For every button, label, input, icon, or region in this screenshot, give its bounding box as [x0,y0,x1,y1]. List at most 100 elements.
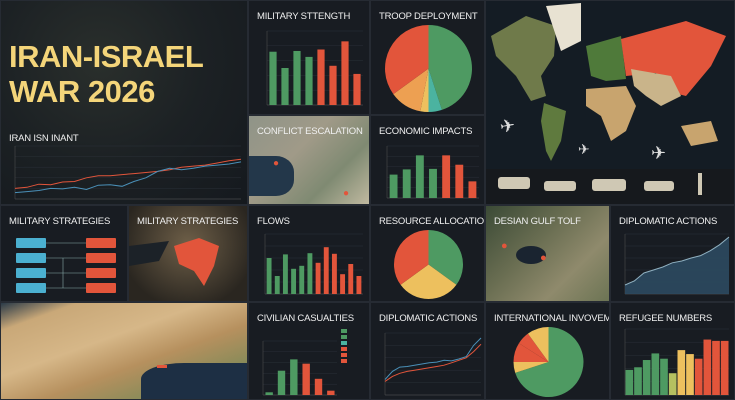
bar [389,174,398,198]
series-line [384,343,482,382]
bar [402,169,411,198]
connector-lines [46,242,86,289]
sea [141,363,247,399]
strategy-box[interactable] [16,238,46,248]
pie-slice [394,230,429,285]
region-map[interactable] [129,206,248,302]
strategy-box[interactable] [86,238,116,248]
bar [302,363,310,395]
pie-slice [385,25,429,95]
bar [323,247,329,294]
international-involvement-panel: INTERNATIONAL INVOVEMENT [485,302,610,400]
flows-chart [264,233,363,295]
bar [429,168,437,198]
bar [293,50,301,105]
panel-title: DESIAN GULF TOLF [494,216,581,227]
bar [468,181,477,198]
legend-swatch [341,329,347,333]
legend-swatch [341,353,347,357]
panel-title: INTERNATIONAL INVOVEMENT [494,313,610,324]
sea [249,156,294,196]
pie-slice [513,343,549,362]
diplomatic-actions-line-panel: DIPLOMATIC ACTIONS [370,302,485,400]
diplomatic-actions-line-chart [384,332,482,396]
bar [694,358,703,395]
bar [291,268,297,294]
map-pin-icon[interactable]: ● [501,240,508,252]
tank-icon [544,181,576,191]
iran-line-chart [14,145,242,200]
bar [314,378,323,395]
bar [455,164,464,198]
bar [353,73,361,105]
pie-slice [518,333,549,362]
tank-icon [592,179,626,191]
panel-title: CIVILIAN CASUALTIES [257,313,354,324]
bar [327,390,335,395]
bar [642,360,651,395]
gulf-map-panel[interactable]: DESIAN GULF TOLF ● ● [485,205,610,302]
bar [651,353,660,395]
bar [277,370,286,395]
bar [307,253,313,294]
bar [331,253,337,294]
bar [341,41,349,105]
pie-slice [428,230,463,285]
strategy-box[interactable] [16,283,46,293]
bar [315,262,321,294]
pie-slice [393,68,429,112]
resource-allocation-panel: RESOURCE ALLOCATION [370,205,485,302]
bar [686,354,694,395]
bar [348,264,354,294]
strategy-box[interactable] [86,253,116,263]
strategy-box[interactable] [16,253,46,263]
bar [265,392,273,395]
ship-icon [157,365,167,368]
bar [299,265,305,294]
troop-deployment-panel: TROOP DEPLOYMENT [370,0,485,115]
bar [415,155,424,198]
panel-title: IRAN ISN INANT [9,133,79,144]
bar [340,274,346,294]
panel-title: MILITARY STTENGTH [257,11,351,22]
flows-panel: FLOWS [248,205,370,302]
strategy-box[interactable] [16,268,46,278]
strategy-box[interactable] [86,283,116,293]
panel-title: DIPLOMATIC ACTIONS [379,313,478,324]
military-strength-panel: MILITARY STTENGTH [248,0,370,115]
tank-icon [644,181,674,191]
map-pin-icon[interactable]: ● [343,188,350,199]
world-map[interactable] [486,1,735,205]
legend-swatch [341,341,347,345]
bar [703,339,712,395]
airplane-icon: ✈ [651,143,667,163]
map-pin-icon[interactable]: ● [540,252,547,264]
panel-title: RESOURCE ALLOCATION [379,216,485,227]
hero-panel: IRAN-ISRAEL WAR 2026 IRAN ISN INANT [0,0,248,205]
military-strength-chart [266,30,363,106]
series-line [384,337,482,380]
troop-deployment-chart [385,25,472,112]
pie-slice [513,362,549,373]
bar [677,350,686,395]
diplomatic-actions-area-chart [624,233,730,295]
bar [290,359,298,395]
strategy-box[interactable] [86,268,116,278]
refugee-numbers-chart [624,328,729,396]
bar [442,155,451,198]
bar [712,340,720,395]
pie-slice [400,264,457,299]
panel-title: REFUGEE NUMBERS [619,313,713,324]
region-terrain-map[interactable] [0,302,248,400]
panel-title: MILITARY STRATEGIES [9,216,111,227]
civilian-casualties-panel: CIVILIAN CASUALTIES [248,302,370,400]
economic-impacts-chart [386,145,479,199]
panel-title: ECONOMIC IMPACTS [379,126,473,137]
panel-title: FLOWS [257,216,290,227]
civilian-casualties-chart [262,329,347,396]
map-pin-icon[interactable]: ● [273,158,280,169]
pie-slice [515,327,584,397]
bar [282,254,288,294]
legend-swatch [341,347,347,351]
bar [269,51,277,105]
